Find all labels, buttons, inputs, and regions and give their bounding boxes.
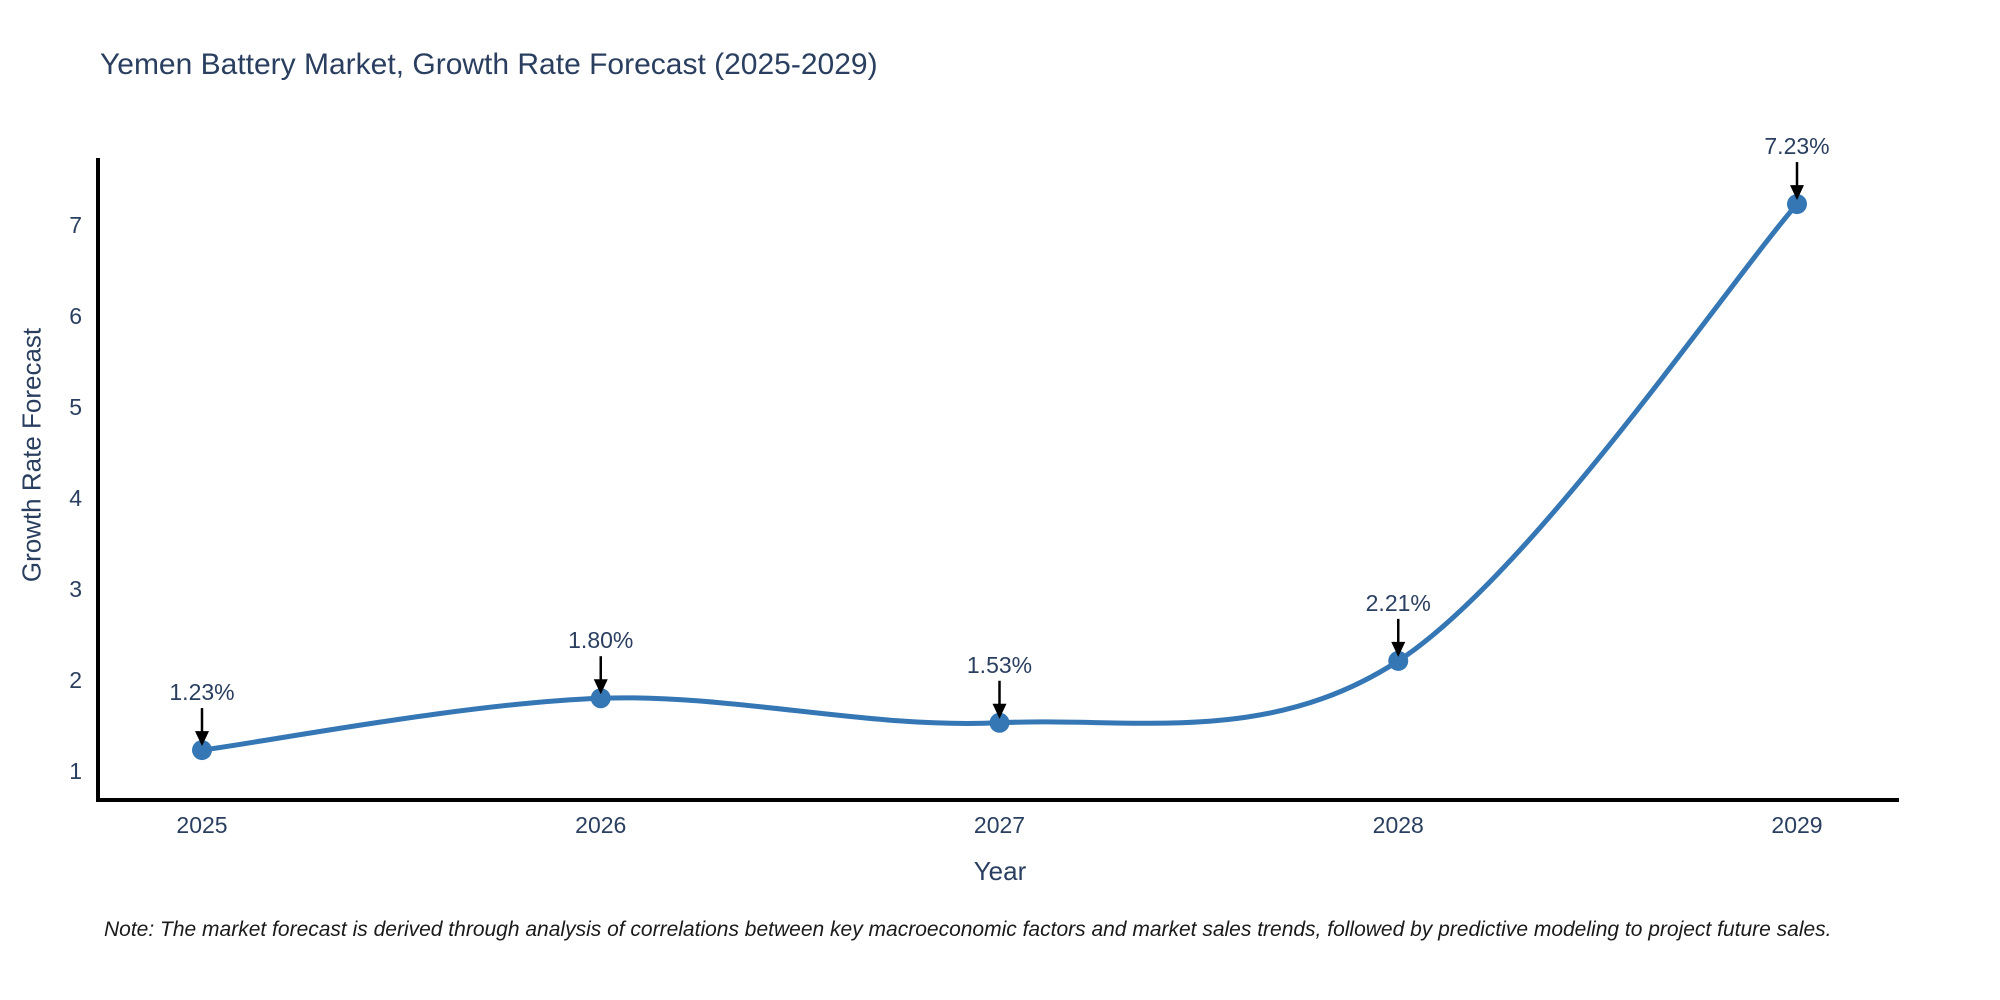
x-axis-title: Year [973,856,1027,886]
y-tick-label: 1 [69,758,82,784]
data-point-marker[interactable] [989,712,1010,733]
trend-line [199,201,1800,753]
data-label: 7.23% [1764,133,1829,159]
y-tick-label: 7 [69,212,82,238]
x-tick-label: 2027 [974,812,1025,838]
x-tick-label: 2025 [176,812,227,838]
y-tick-label: 6 [69,303,82,329]
annotation-arrowhead [992,703,1007,719]
data-label: 1.23% [169,679,234,705]
annotation-arrowhead [195,731,209,747]
data-label: 1.53% [967,652,1032,678]
annotation-arrowhead [1391,641,1406,657]
data-label: 1.80% [568,627,633,653]
data-point-marker[interactable] [192,740,212,761]
y-tick-label: 5 [69,394,82,420]
data-label: 2.21% [1366,590,1431,616]
y-tick-label: 2 [69,667,82,693]
annotation-arrowhead [1790,185,1804,201]
chart-title: Yemen Battery Market, Growth Rate Foreca… [100,48,878,81]
data-point-marker[interactable] [1787,194,1807,215]
x-tick-label: 2028 [1373,812,1424,838]
y-tick-label: 4 [69,485,82,511]
y-axis-title: Growth Rate Forecast [16,327,47,583]
annotation-arrowhead [593,679,608,695]
data-point-marker[interactable] [590,688,611,709]
x-tick-label: 2026 [575,812,626,838]
data-point-marker[interactable] [1388,650,1409,671]
y-tick-label: 3 [69,576,82,602]
chart-note: Note: The market forecast is derived thr… [104,918,1832,941]
x-tick-label: 2029 [1771,812,1822,838]
